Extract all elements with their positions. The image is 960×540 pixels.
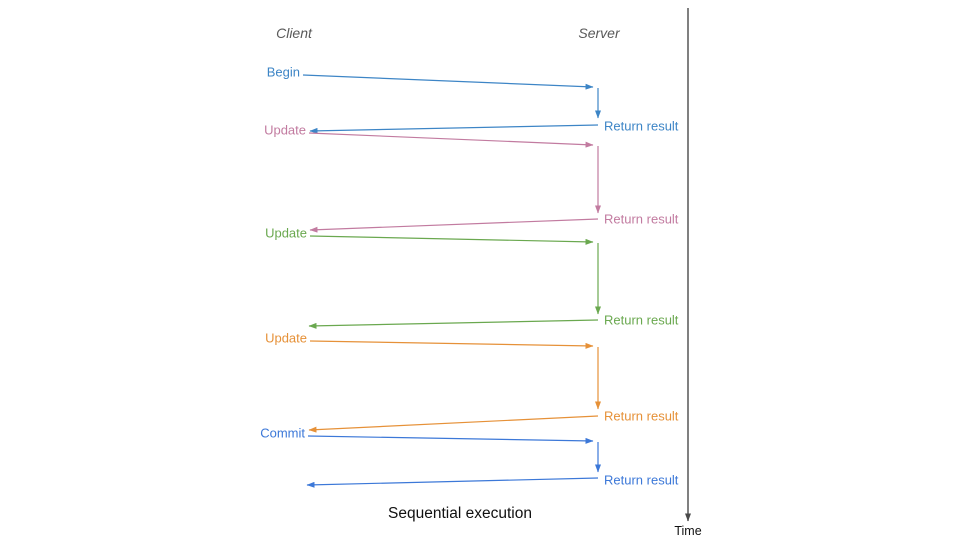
return-result-label: Return result [604, 473, 679, 488]
request-arrow [309, 235, 594, 245]
return-result-label: Return result [604, 119, 679, 134]
return-result-label: Return result [604, 409, 679, 424]
return-result-label: Return result [604, 212, 679, 227]
request-arrow [307, 435, 594, 444]
return-arrow [309, 218, 599, 233]
message-label: Update [265, 331, 307, 346]
return-arrow [308, 319, 599, 329]
return-arrow [306, 477, 599, 488]
message-label: Begin [267, 65, 300, 80]
message-label: Commit [260, 426, 305, 441]
return-arrow [308, 415, 599, 433]
message-label: Update [264, 123, 306, 138]
client-column-header: Client [276, 25, 312, 41]
return-arrow [309, 124, 599, 134]
request-arrow [309, 340, 594, 349]
message-label: Update [265, 226, 307, 241]
request-arrow [308, 132, 594, 148]
request-arrow [302, 74, 594, 90]
diagram-title: Sequential execution [388, 505, 532, 522]
server-column-header: Server [578, 25, 620, 41]
return-result-label: Return result [604, 313, 679, 328]
time-axis-label: Time [674, 524, 702, 538]
